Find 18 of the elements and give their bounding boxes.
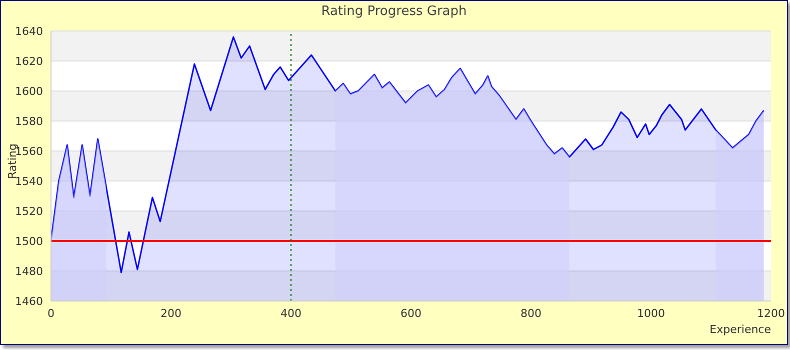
- chart-title: Rating Progress Graph: [320, 4, 468, 19]
- y-tick-label: 1480: [15, 264, 43, 278]
- x-tick-label: 1000: [637, 306, 665, 320]
- x-tick-label: 0: [48, 306, 54, 320]
- x-tick-label: 400: [280, 306, 302, 320]
- y-tick-label: 1520: [15, 204, 43, 218]
- x-tick-label: 200: [160, 306, 182, 320]
- x-tick-label: 800: [520, 306, 542, 320]
- y-tick-label: 1600: [15, 84, 43, 98]
- x-tick-label: 1200: [757, 306, 785, 320]
- y-tick-label: 1620: [15, 54, 43, 68]
- x-tick-label: 600: [400, 306, 422, 320]
- y-tick-label: 1540: [15, 174, 43, 188]
- y-tick-label: 1640: [15, 24, 43, 38]
- x-axis-title: Experience: [710, 323, 771, 336]
- y-tick-label: 1500: [15, 234, 43, 248]
- y-tick-label: 1580: [15, 114, 43, 128]
- y-tick-label: 1460: [15, 294, 43, 308]
